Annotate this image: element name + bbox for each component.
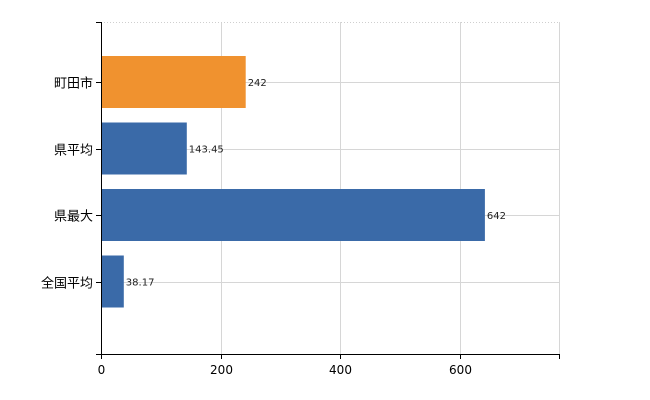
value-label: 38.17 [126, 278, 155, 289]
x-tick-label: 400 [329, 363, 352, 377]
category-label: 県最大 [54, 210, 93, 225]
value-label: 143.45 [189, 145, 224, 156]
axes [96, 22, 560, 359]
x-tick-label: 600 [449, 363, 472, 377]
x-tick-label: 0 [98, 363, 106, 377]
value-label: 242 [248, 78, 267, 89]
bar-2 [101, 189, 485, 241]
category-label: 町田市 [54, 76, 93, 92]
bar-0 [101, 56, 246, 108]
grid [101, 22, 560, 354]
labels: 242 町田市 143.45 県平均 642 県最大 38.17 全国平均 0 200 400 600 [41, 76, 506, 378]
bar-3 [101, 255, 124, 308]
x-tick-label: 200 [210, 363, 233, 377]
value-label: 642 [487, 211, 506, 222]
bar-1 [101, 122, 187, 175]
category-label: 県平均 [54, 144, 93, 159]
category-label: 全国平均 [41, 276, 93, 292]
bars [101, 56, 485, 308]
